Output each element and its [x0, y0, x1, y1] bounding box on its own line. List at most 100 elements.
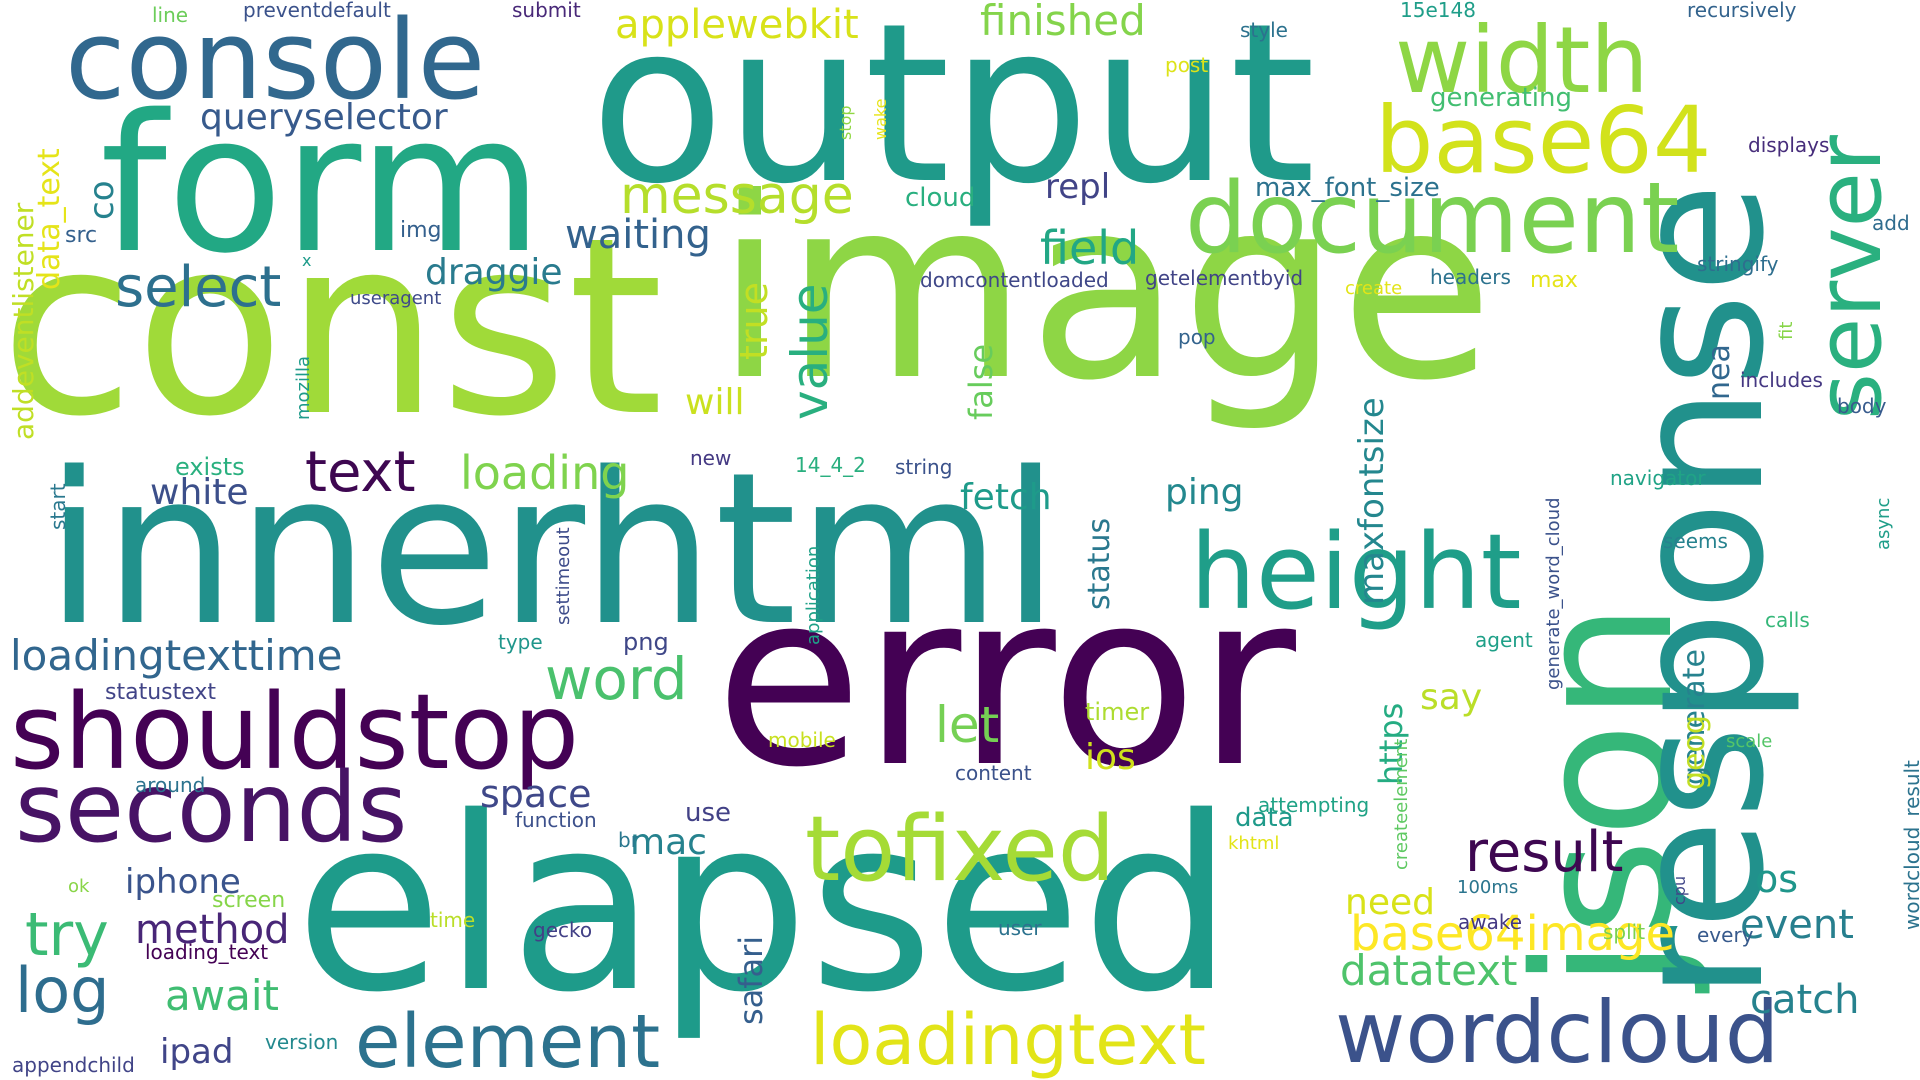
word: element [355, 999, 661, 1080]
word: recursively [1687, 0, 1797, 22]
word: white [150, 472, 249, 513]
word: mac [630, 822, 707, 863]
word: addeventlistener [7, 202, 40, 440]
word: message [620, 166, 854, 226]
word: new [690, 446, 732, 470]
word: function [515, 808, 597, 832]
word: await [165, 971, 279, 1020]
word: need [1345, 882, 1435, 923]
word: max_font_size [1255, 173, 1440, 203]
word: innerhtml [45, 427, 1060, 672]
word: around [135, 773, 206, 797]
word: displays [1748, 133, 1830, 157]
word: wake [871, 98, 890, 140]
word: method [135, 907, 290, 953]
word: waiting [565, 212, 711, 258]
word: try [25, 900, 109, 970]
word: create [1345, 278, 1403, 299]
word: generate_word_cloud [1543, 497, 1564, 690]
word: co [82, 180, 122, 221]
word: ping [1165, 472, 1244, 513]
word: ios [1085, 737, 1136, 778]
word: every [1697, 923, 1754, 947]
word: repl [1045, 167, 1111, 207]
word: cloud [905, 183, 976, 213]
word: word [545, 645, 688, 713]
word: iphone [125, 862, 241, 902]
word: catch [1750, 977, 1860, 1023]
word: gecko [533, 918, 593, 942]
word: includes [1740, 368, 1823, 392]
word: generating [1430, 83, 1572, 113]
word: screen [212, 888, 286, 913]
word: type [498, 630, 543, 654]
word: elapsed [295, 765, 1234, 1045]
word: line [152, 3, 189, 27]
word: event [1740, 902, 1854, 948]
word: maxfontsize [1352, 397, 1392, 605]
word: khtml [1228, 833, 1280, 854]
word: mozilla [293, 355, 314, 420]
word: image [715, 144, 1494, 435]
word: false [962, 343, 1000, 420]
word: split [1603, 920, 1646, 944]
word: datatext [1340, 946, 1518, 995]
word: os [1755, 857, 1799, 901]
word: loadingtext [810, 999, 1207, 1080]
word: appendchild [12, 1053, 135, 1077]
word: value [781, 283, 839, 420]
word: agent [1475, 628, 1533, 652]
word: say [1420, 677, 1483, 718]
word: start [46, 483, 70, 530]
word: string [895, 455, 953, 479]
word: loading_text [145, 940, 269, 964]
word: content [955, 761, 1032, 785]
word: exists [175, 453, 245, 481]
word: width [1395, 7, 1649, 114]
word: ok [68, 876, 90, 897]
word: wordcloud_result [1900, 760, 1920, 930]
word: 15e148 [1400, 0, 1476, 22]
word: timer [1085, 698, 1150, 726]
word: queryselector [200, 97, 448, 138]
word: async [1873, 497, 1894, 550]
word: safari [732, 935, 770, 1025]
word: will [685, 382, 745, 423]
word: let [935, 696, 1000, 754]
word: console [65, 0, 486, 124]
word: post [1165, 53, 1209, 77]
word: useragent [350, 288, 442, 309]
word: user [998, 916, 1042, 940]
word: select [115, 255, 282, 320]
word: scale [1726, 731, 1773, 752]
word: cpu [1670, 875, 1689, 905]
word: max [1530, 268, 1578, 293]
word: domcontentloaded [920, 268, 1109, 292]
word: fetch [960, 477, 1052, 518]
word: shouldstop [10, 671, 580, 793]
word: add [1872, 211, 1910, 235]
word: base64 [1375, 87, 1712, 194]
word: stop [836, 105, 855, 140]
word: draggie [425, 252, 563, 293]
word: x [302, 251, 312, 270]
word: stringify [1697, 252, 1779, 276]
word: applewebkit [615, 2, 859, 48]
word: nea [1702, 344, 1737, 400]
word: result [1465, 820, 1624, 885]
word: application [803, 545, 824, 645]
word: height [1190, 511, 1522, 633]
word: const [0, 185, 664, 470]
word: createelement [1391, 738, 1412, 870]
word: field [1040, 221, 1140, 275]
word: geog [1677, 715, 1712, 790]
word: settimeout [553, 527, 574, 625]
word: navigator [1610, 466, 1706, 490]
word: style [1240, 18, 1288, 42]
word: form [100, 74, 543, 295]
word: wordcloud [1335, 983, 1780, 1080]
word: loadingtexttime [10, 631, 343, 680]
word: br [618, 828, 639, 852]
word: base64image [1350, 906, 1676, 962]
